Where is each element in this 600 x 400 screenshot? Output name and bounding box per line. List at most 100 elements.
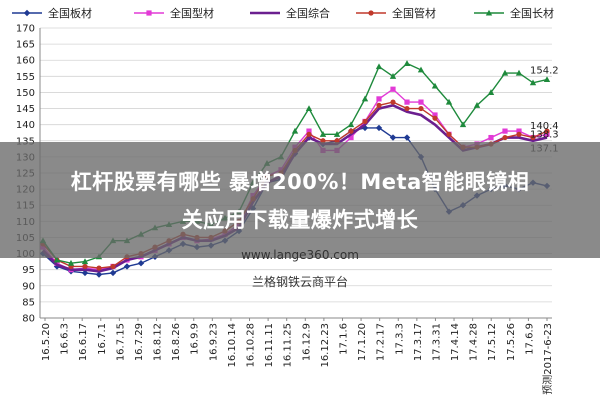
data-point	[110, 263, 116, 270]
data-point	[82, 263, 88, 270]
data-point	[501, 69, 509, 76]
x-tick-label: 16.6.17	[78, 323, 89, 361]
legend-label: 全国长材	[510, 6, 554, 20]
watermark-url: www.lange360.com	[241, 248, 359, 262]
data-point	[446, 131, 452, 137]
x-tick-label: 16.10.28	[246, 323, 257, 368]
data-point	[404, 105, 410, 112]
data-point	[459, 121, 467, 128]
data-point	[81, 258, 89, 265]
x-tick-label: 17.3.3	[394, 323, 405, 355]
x-tick-label: 16.8.12	[153, 323, 164, 361]
x-tick-label: 16.12.23	[320, 323, 331, 368]
data-point	[417, 66, 425, 73]
legend-item: 全国管材	[356, 6, 436, 20]
data-point	[404, 99, 410, 105]
data-point	[95, 271, 103, 278]
data-point	[348, 128, 354, 134]
x-tick-label: 16.9.23	[208, 323, 219, 361]
legend-item: 全国长材	[474, 6, 554, 20]
y-tick-label: 150	[16, 88, 35, 99]
x-tick-label: 16.7.1	[97, 323, 108, 355]
x-tick-label: 17.3.17	[413, 323, 424, 361]
data-point	[319, 131, 327, 137]
data-point	[291, 127, 299, 134]
data-point	[376, 102, 382, 108]
data-point	[544, 128, 550, 134]
x-tick-label: 17.6.9	[524, 323, 535, 355]
data-point	[375, 63, 383, 70]
data-point	[418, 105, 424, 112]
legend-item: 全国型材	[134, 6, 214, 20]
legend-label: 全国型材	[170, 6, 214, 20]
data-point	[81, 269, 89, 277]
x-tick-label: 17.1.20	[357, 323, 368, 361]
data-point	[530, 134, 536, 141]
y-tick-label: 165	[16, 40, 35, 51]
x-tick-label: 16.10.14	[227, 323, 238, 368]
data-point	[389, 73, 397, 79]
y-tick-label: 95	[22, 265, 35, 276]
headline-line-2: 关应用下载量爆炸式增长	[181, 208, 419, 232]
data-point	[67, 259, 75, 266]
legend-item: 全国综合	[250, 6, 330, 20]
y-tick-label: 155	[16, 72, 35, 83]
data-point	[347, 121, 355, 128]
data-point	[361, 95, 369, 102]
data-point	[445, 98, 453, 105]
data-point	[403, 134, 411, 141]
data-point	[403, 60, 411, 66]
data-point	[516, 131, 522, 137]
end-value-label: 140.4	[530, 121, 559, 132]
x-tick-label: 16.11.11	[264, 323, 275, 368]
data-point	[137, 260, 145, 267]
data-point	[146, 10, 152, 16]
data-point	[529, 79, 537, 86]
x-tick-label: 17.2.17	[376, 323, 387, 361]
x-tick-label: 16.11.25	[283, 323, 294, 368]
data-point	[502, 134, 508, 141]
data-point	[333, 131, 341, 137]
y-tick-label: 85	[22, 297, 35, 308]
data-point	[473, 102, 481, 108]
data-point	[502, 128, 508, 134]
headline-banner	[0, 142, 600, 258]
data-point	[362, 118, 368, 125]
data-point	[418, 99, 424, 105]
x-tick-label: 预测2017-6-23	[541, 323, 554, 395]
data-point	[389, 134, 397, 141]
x-tick-label: 16.7.29	[134, 323, 145, 361]
data-point	[544, 131, 550, 137]
data-point	[543, 76, 551, 83]
data-point	[487, 89, 495, 95]
x-tick-label: 17.4.28	[469, 323, 480, 361]
y-tick-label: 145	[16, 104, 35, 115]
data-point	[123, 263, 131, 270]
legend-label: 全国管材	[392, 6, 436, 20]
legend-label: 全国综合	[286, 6, 330, 20]
data-point	[488, 134, 494, 141]
x-tick-label: 16.8.26	[171, 323, 182, 361]
data-point	[375, 124, 383, 132]
x-tick-label: 16.6.3	[60, 323, 71, 355]
watermark-name: 兰格钢铁云商平台	[251, 275, 348, 289]
end-value-label: 138.3	[530, 129, 559, 140]
data-point	[306, 128, 312, 134]
x-tick-label: 17.5.26	[506, 323, 517, 361]
data-point	[390, 99, 396, 105]
data-point	[516, 128, 522, 134]
data-point	[23, 9, 31, 17]
x-tick-label: 17.4.14	[450, 323, 461, 361]
y-tick-label: 80	[22, 314, 35, 325]
data-point	[368, 10, 374, 16]
x-tick-label: 16.7.15	[115, 323, 126, 361]
y-tick-label: 135	[16, 136, 35, 147]
data-point	[432, 112, 438, 118]
data-point	[305, 105, 313, 112]
headline-line-1: 杠杆股票有哪些 暴增200%！Meta智能眼镜相	[70, 170, 530, 194]
data-point	[515, 69, 523, 76]
x-tick-label: 16.9.9	[190, 323, 201, 355]
data-point	[390, 86, 396, 92]
legend-label: 全国板材	[48, 6, 92, 20]
y-tick-label: 160	[16, 56, 35, 67]
